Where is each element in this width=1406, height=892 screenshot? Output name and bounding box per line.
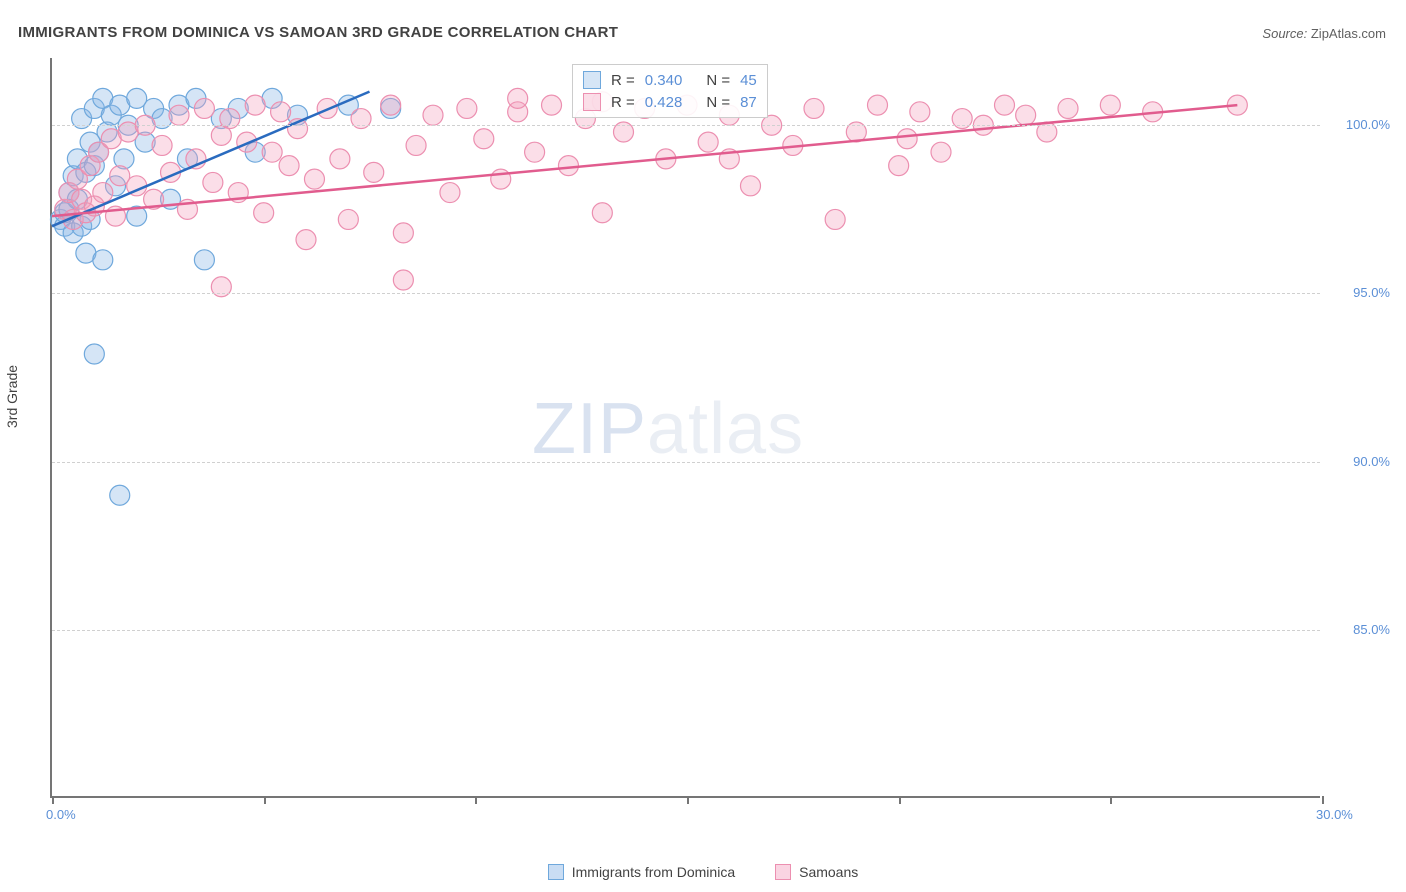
legend-item: Immigrants from Dominica [548, 864, 735, 880]
x-tick-mark [52, 796, 54, 804]
bottom-legend: Immigrants from Dominica Samoans [0, 864, 1406, 880]
scatter-point [194, 98, 214, 118]
scatter-point [203, 172, 223, 192]
scatter-point [338, 209, 358, 229]
stats-row: R = 0.340 N = 45 [583, 69, 757, 91]
scatter-point [889, 156, 909, 176]
scatter-point [741, 176, 761, 196]
chart-plot-area: ZIPatlas R = 0.340N = 45R = 0.428N = 87 … [50, 58, 1320, 798]
y-axis-label: 3rd Grade [4, 365, 20, 428]
legend-swatch [775, 864, 791, 880]
scatter-point [1100, 95, 1120, 115]
scatter-point [93, 250, 113, 270]
legend-item: Samoans [775, 864, 858, 880]
scatter-point [440, 183, 460, 203]
scatter-point [423, 105, 443, 125]
y-tick-label: 95.0% [1353, 285, 1390, 300]
source-value: ZipAtlas.com [1311, 26, 1386, 41]
scatter-point [304, 169, 324, 189]
scatter-point [330, 149, 350, 169]
scatter-point [525, 142, 545, 162]
scatter-point [169, 105, 189, 125]
stats-swatch [583, 71, 601, 89]
stats-n-value: 87 [740, 94, 757, 111]
x-tick-mark [899, 796, 901, 804]
legend-label: Samoans [799, 864, 858, 880]
scatter-point [93, 183, 113, 203]
scatter-point [393, 270, 413, 290]
scatter-point [194, 250, 214, 270]
gridline [52, 293, 1320, 294]
scatter-point [152, 135, 172, 155]
stats-r-value: 0.428 [645, 94, 683, 111]
scatter-point [381, 95, 401, 115]
scatter-point [110, 485, 130, 505]
legend-swatch [548, 864, 564, 880]
scatter-point [508, 88, 528, 108]
x-tick-mark [1110, 796, 1112, 804]
stats-r-label: R = [611, 72, 635, 89]
scatter-point [457, 98, 477, 118]
stats-r-value: 0.340 [645, 72, 683, 89]
scatter-point [698, 132, 718, 152]
x-tick-mark [1322, 796, 1324, 804]
stats-r-label: R = [611, 94, 635, 111]
scatter-point [825, 209, 845, 229]
x-tick-mark [475, 796, 477, 804]
scatter-point [84, 344, 104, 364]
scatter-point [393, 223, 413, 243]
source-attribution: Source: ZipAtlas.com [1262, 26, 1386, 41]
scatter-plot-svg [52, 58, 1320, 796]
y-tick-label: 90.0% [1353, 454, 1390, 469]
gridline [52, 125, 1320, 126]
stats-box: R = 0.340 N = 45 R = 0.428 N = 87 [572, 64, 768, 118]
y-tick-label: 100.0% [1346, 117, 1390, 132]
scatter-point [406, 135, 426, 155]
scatter-point [254, 203, 274, 223]
scatter-point [491, 169, 511, 189]
source-label: Source: [1262, 26, 1307, 41]
scatter-point [542, 95, 562, 115]
x-tick-label: 30.0% [1316, 807, 1353, 822]
scatter-point [271, 102, 291, 122]
scatter-point [245, 95, 265, 115]
x-tick-mark [264, 796, 266, 804]
scatter-point [910, 102, 930, 122]
scatter-point [237, 132, 257, 152]
scatter-point [474, 129, 494, 149]
stats-swatch [583, 93, 601, 111]
gridline [52, 630, 1320, 631]
scatter-point [868, 95, 888, 115]
stats-n-label: N = [706, 72, 730, 89]
scatter-point [592, 203, 612, 223]
y-tick-label: 85.0% [1353, 622, 1390, 637]
scatter-point [804, 98, 824, 118]
scatter-point [262, 142, 282, 162]
stats-n-value: 45 [740, 72, 757, 89]
x-tick-label: 0.0% [46, 807, 76, 822]
stats-row: R = 0.428 N = 87 [583, 91, 757, 113]
scatter-point [995, 95, 1015, 115]
scatter-point [1058, 98, 1078, 118]
scatter-point [558, 156, 578, 176]
scatter-point [279, 156, 299, 176]
stats-n-label: N = [706, 94, 730, 111]
chart-title: IMMIGRANTS FROM DOMINICA VS SAMOAN 3RD G… [18, 24, 618, 41]
scatter-point [1016, 105, 1036, 125]
scatter-point [364, 162, 384, 182]
scatter-point [296, 230, 316, 250]
scatter-point [931, 142, 951, 162]
legend-label: Immigrants from Dominica [572, 864, 735, 880]
x-tick-mark [687, 796, 689, 804]
scatter-point [897, 129, 917, 149]
gridline [52, 462, 1320, 463]
